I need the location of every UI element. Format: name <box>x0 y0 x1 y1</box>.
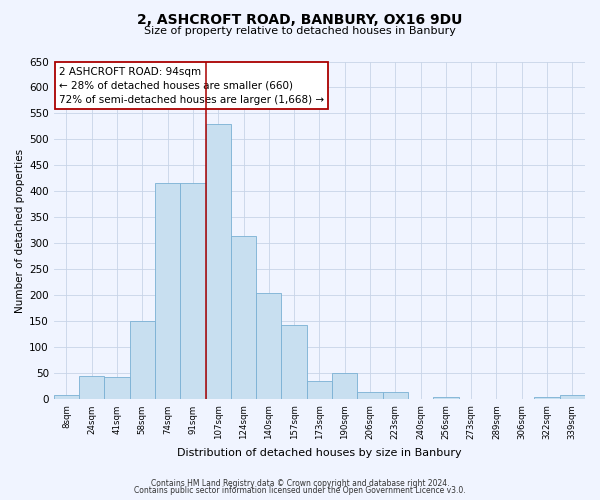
Text: 2, ASHCROFT ROAD, BANBURY, OX16 9DU: 2, ASHCROFT ROAD, BANBURY, OX16 9DU <box>137 12 463 26</box>
Bar <box>383 392 408 400</box>
Bar <box>256 293 281 400</box>
X-axis label: Distribution of detached houses by size in Banbury: Distribution of detached houses by size … <box>177 448 462 458</box>
Y-axis label: Number of detached properties: Number of detached properties <box>15 148 25 312</box>
Bar <box>560 396 585 400</box>
Bar <box>281 325 307 400</box>
Bar <box>332 374 358 400</box>
Text: Contains HM Land Registry data © Crown copyright and database right 2024.: Contains HM Land Registry data © Crown c… <box>151 478 449 488</box>
Text: Size of property relative to detached houses in Banbury: Size of property relative to detached ho… <box>144 26 456 36</box>
Bar <box>104 377 130 400</box>
Bar <box>54 396 79 400</box>
Bar <box>155 182 180 400</box>
Text: Contains public sector information licensed under the Open Government Licence v3: Contains public sector information licen… <box>134 486 466 495</box>
Text: 2 ASHCROFT ROAD: 94sqm
← 28% of detached houses are smaller (660)
72% of semi-de: 2 ASHCROFT ROAD: 94sqm ← 28% of detached… <box>59 66 324 104</box>
Bar <box>535 397 560 400</box>
Bar <box>307 381 332 400</box>
Bar <box>433 397 458 400</box>
Bar <box>358 392 383 400</box>
Bar <box>231 236 256 400</box>
Bar <box>79 376 104 400</box>
Bar <box>206 124 231 400</box>
Bar <box>130 322 155 400</box>
Bar <box>180 182 206 400</box>
